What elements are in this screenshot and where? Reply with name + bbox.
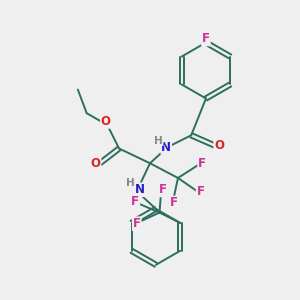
Text: H: H <box>154 136 163 146</box>
Text: N: N <box>161 141 171 154</box>
Text: F: F <box>133 217 141 230</box>
Text: F: F <box>169 196 178 209</box>
Text: H: H <box>127 178 135 188</box>
Text: O: O <box>214 139 224 152</box>
Text: F: F <box>198 157 206 170</box>
Text: F: F <box>202 32 210 46</box>
Text: F: F <box>131 195 140 208</box>
Text: F: F <box>158 183 166 196</box>
Text: O: O <box>101 115 111 128</box>
Text: O: O <box>91 157 100 170</box>
Text: F: F <box>196 185 205 198</box>
Text: N: N <box>135 183 145 196</box>
